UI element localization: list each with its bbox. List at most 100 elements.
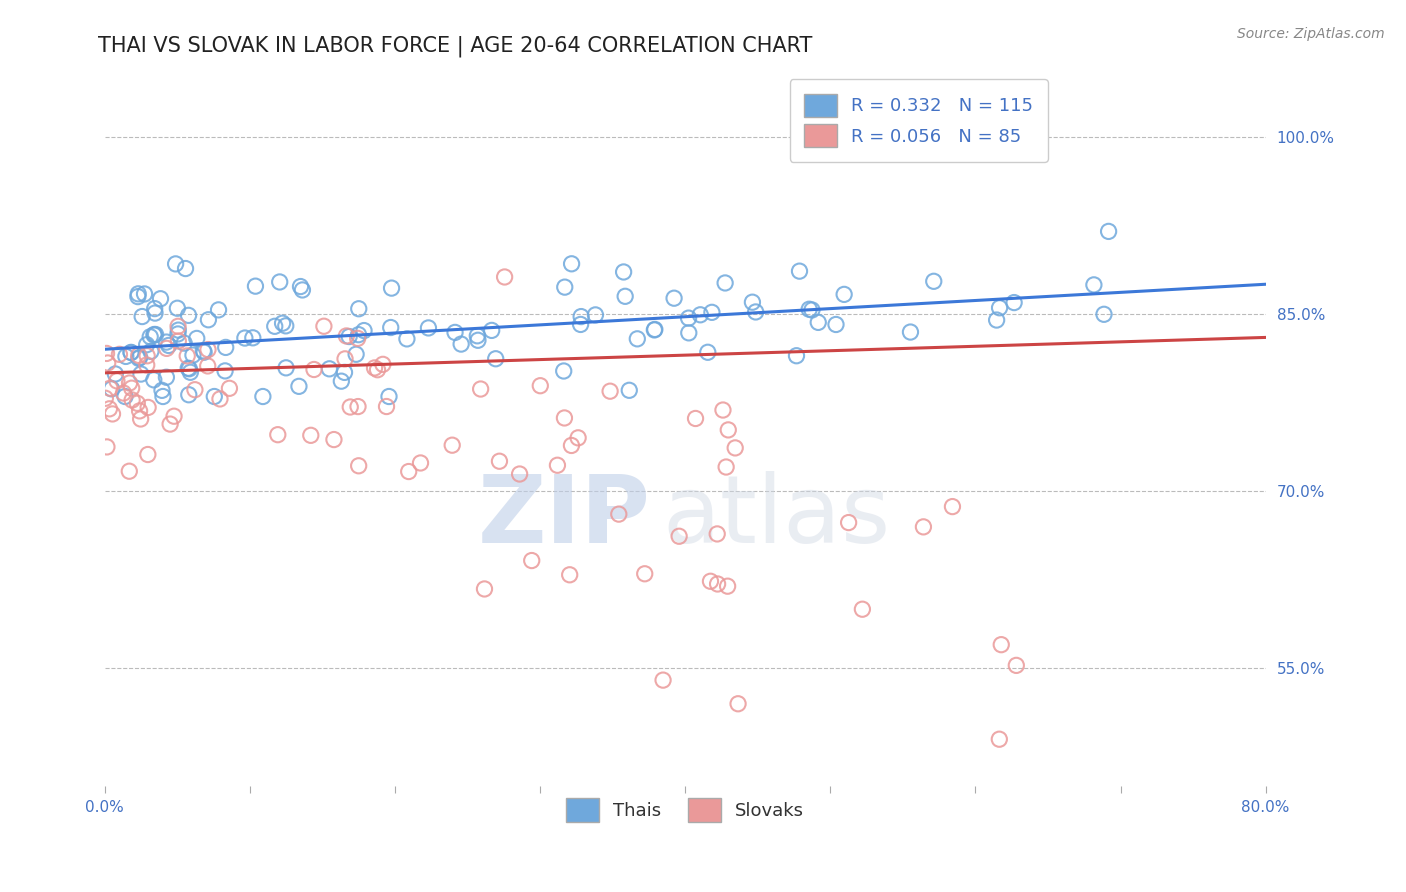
Point [371, 357, 394, 371]
Point [128, 351, 150, 366]
Point [441, 438, 464, 452]
Point [706, 527, 728, 541]
Point [112, 386, 135, 401]
Point [291, 283, 314, 297]
Point [652, 673, 675, 687]
Point [136, 401, 159, 415]
Text: THAI VS SLOVAK IN LABOR FORCE | AGE 20-64 CORRELATION CHART: THAI VS SLOVAK IN LABOR FORCE | AGE 20-6… [98, 36, 813, 57]
Point [662, 291, 685, 305]
Point [193, 343, 215, 358]
Point [288, 379, 311, 393]
Point [215, 340, 238, 354]
Point [156, 342, 179, 356]
Point [142, 373, 165, 387]
Text: Source: ZipAtlas.com: Source: ZipAtlas.com [1237, 27, 1385, 41]
Point [118, 376, 141, 390]
Point [165, 257, 187, 271]
Point [634, 566, 657, 581]
Point [318, 361, 340, 376]
Point [450, 337, 472, 351]
Point [139, 344, 162, 359]
Point [121, 392, 143, 407]
Point [245, 279, 267, 293]
Point [267, 427, 290, 442]
Point [167, 323, 190, 337]
Point [668, 529, 690, 543]
Point [179, 365, 201, 379]
Point [614, 289, 637, 303]
Point [120, 345, 142, 359]
Point [143, 327, 166, 342]
Point [599, 384, 621, 399]
Point [177, 388, 200, 402]
Point [706, 577, 728, 591]
Text: atlas: atlas [662, 471, 890, 563]
Point [481, 323, 503, 337]
Point [941, 500, 963, 514]
Point [330, 374, 353, 388]
Point [312, 319, 335, 334]
Point [990, 638, 1012, 652]
Point [94, 391, 117, 405]
Point [302, 362, 325, 376]
Point [560, 438, 582, 452]
Point [347, 327, 370, 342]
Point [398, 465, 420, 479]
Point [529, 378, 551, 392]
Point [509, 467, 531, 481]
Point [155, 335, 177, 350]
Point [242, 331, 264, 345]
Point [488, 454, 510, 468]
Point [799, 302, 821, 317]
Point [143, 306, 166, 320]
Point [96, 346, 118, 360]
Point [619, 384, 641, 398]
Point [347, 400, 370, 414]
Point [685, 411, 707, 425]
Point [347, 458, 370, 473]
Point [135, 337, 157, 351]
Point [135, 358, 157, 372]
Point [173, 336, 195, 351]
Point [546, 458, 568, 473]
Point [699, 574, 721, 589]
Point [825, 318, 848, 332]
Point [114, 390, 136, 404]
Point [1005, 658, 1028, 673]
Point [208, 392, 231, 406]
Point [333, 365, 356, 379]
Point [988, 301, 1011, 315]
Point [714, 276, 737, 290]
Point [444, 326, 467, 340]
Point [583, 308, 606, 322]
Point [128, 348, 150, 362]
Point [271, 316, 294, 330]
Legend: Thais, Slovaks: Thais, Slovaks [554, 786, 817, 834]
Point [174, 261, 197, 276]
Point [832, 287, 855, 301]
Point [128, 404, 150, 418]
Point [149, 292, 172, 306]
Point [375, 400, 398, 414]
Point [1097, 224, 1119, 238]
Point [127, 290, 149, 304]
Point [131, 310, 153, 324]
Point [186, 331, 208, 345]
Point [177, 361, 200, 376]
Point [801, 303, 824, 318]
Point [163, 409, 186, 424]
Point [395, 332, 418, 346]
Point [344, 347, 367, 361]
Point [100, 382, 122, 396]
Point [741, 295, 763, 310]
Point [176, 349, 198, 363]
Point [166, 301, 188, 316]
Point [97, 356, 120, 370]
Point [700, 305, 723, 319]
Point [167, 334, 190, 348]
Point [193, 345, 215, 359]
Point [922, 274, 945, 288]
Point [689, 308, 711, 322]
Point [120, 345, 142, 359]
Text: ZIP: ZIP [478, 471, 651, 563]
